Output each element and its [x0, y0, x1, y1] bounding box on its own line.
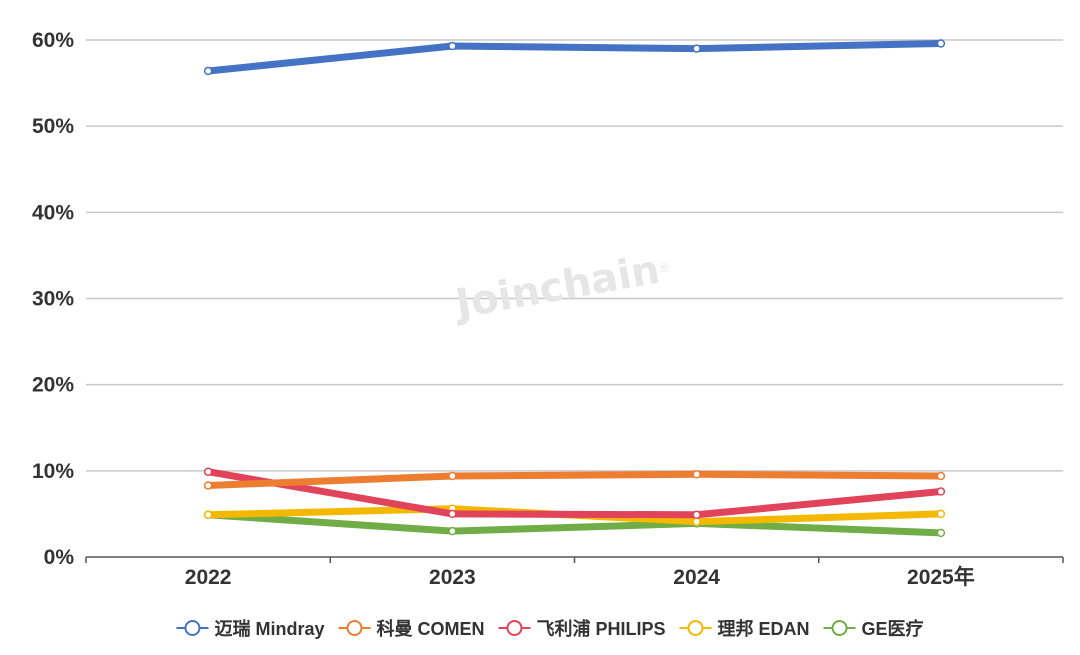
data-point — [692, 470, 701, 479]
data-point — [203, 467, 213, 476]
x-axis-ticks: 2022 2023 2024 2025年 — [185, 565, 975, 589]
watermark-registered-mark: ® — [658, 261, 670, 275]
legend-marker-icon — [687, 620, 704, 636]
data-point — [448, 526, 457, 536]
data-point — [692, 510, 701, 520]
legend-label: 科曼 COMEN — [376, 618, 484, 639]
legend-marker-icon — [506, 620, 523, 636]
y-tick-label: 60% — [32, 29, 74, 52]
legend-item[interactable]: GE医疗 — [823, 618, 924, 639]
x-tick-label: 2025年 — [907, 565, 975, 589]
data-point — [936, 509, 946, 519]
grid-lines — [86, 39, 1063, 472]
series-line — [204, 470, 945, 489]
data-point — [936, 471, 946, 481]
legend-item[interactable]: 理邦 EDAN — [679, 618, 810, 639]
y-tick-label: 10% — [32, 460, 74, 483]
legend-item[interactable]: 科曼 COMEN — [338, 618, 484, 639]
series-lines — [203, 39, 946, 538]
y-tick-label: 0% — [44, 546, 75, 569]
legend-item[interactable]: 飞利浦 PHILIPS — [498, 618, 666, 639]
legend-marker-icon — [184, 620, 201, 636]
legend-label: GE医疗 — [862, 618, 924, 639]
data-point — [936, 39, 946, 48]
legend-label: 理邦 EDAN — [718, 618, 810, 639]
x-tick-label: 2024 — [673, 566, 720, 589]
legend-marker-icon — [346, 620, 363, 636]
data-point — [448, 509, 457, 519]
series-line — [204, 468, 945, 519]
data-point — [203, 66, 213, 76]
legend-label: 飞利浦 PHILIPS — [536, 618, 665, 639]
series-0 — [203, 39, 946, 76]
series-1 — [203, 470, 946, 490]
y-axis-ticks: 0% 10% 20% 30% 40% 50% 60% — [32, 29, 74, 569]
axes — [85, 556, 1064, 563]
data-point — [692, 44, 701, 53]
data-point — [203, 481, 213, 490]
legend-label: 迈瑞 Mindray — [214, 619, 324, 639]
data-point — [936, 487, 946, 496]
watermark-text: Joinchain — [449, 247, 663, 329]
series-2 — [203, 467, 946, 520]
legend-item[interactable]: 迈瑞 Mindray — [176, 619, 324, 639]
data-point — [448, 471, 457, 481]
series-line — [204, 511, 945, 537]
x-tick-label: 2022 — [185, 566, 232, 589]
y-tick-label: 50% — [32, 115, 74, 138]
legend-marker-icon — [831, 620, 848, 636]
x-tick-label: 2023 — [429, 566, 476, 589]
data-point — [692, 517, 701, 526]
data-point — [936, 528, 946, 538]
series-line — [204, 39, 945, 75]
y-tick-label: 40% — [32, 201, 74, 224]
legend[interactable]: 迈瑞 Mindray 科曼 COMEN 飞利浦 PHILIPS 理邦 EDAN GE医疗 — [176, 618, 924, 639]
y-tick-label: 20% — [32, 374, 74, 397]
data-point — [203, 510, 213, 520]
y-tick-label: 30% — [32, 288, 74, 311]
watermark: Joinchain ® — [449, 247, 670, 329]
data-point — [448, 41, 457, 51]
